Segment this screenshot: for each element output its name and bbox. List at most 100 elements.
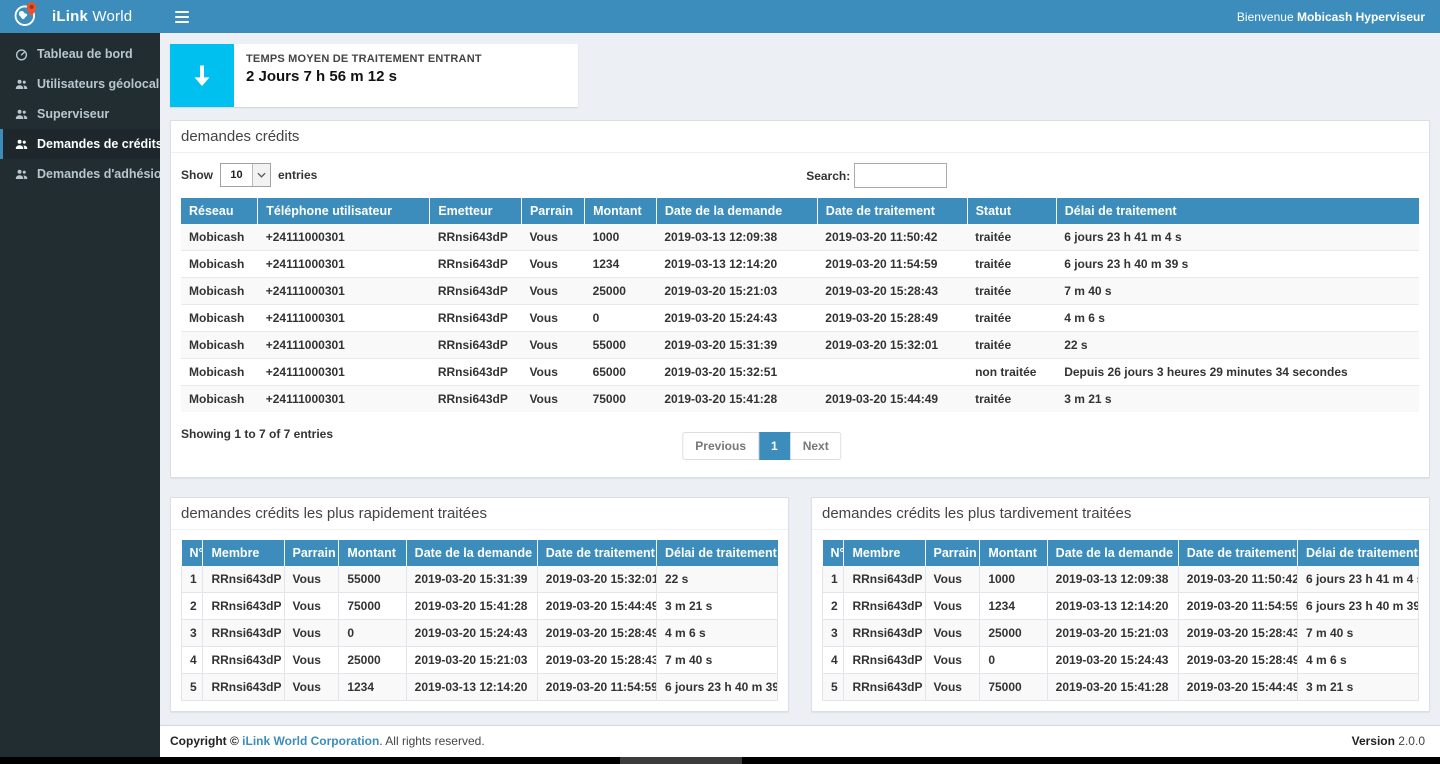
table-cell: RRnsi643dP	[844, 566, 925, 593]
table-cell: 22 s	[656, 566, 777, 593]
table-cell: Vous	[521, 332, 584, 359]
table-cell: 2019-03-20 11:54:59	[1178, 593, 1297, 620]
table-cell: 4	[823, 647, 844, 674]
column-header[interactable]: Parrain	[521, 198, 584, 224]
table-cell: 4	[182, 647, 203, 674]
table-cell: 0	[339, 620, 406, 647]
table-cell: +24111000301	[258, 359, 430, 386]
table-cell: 3 m 21 s	[1297, 674, 1418, 701]
table-cell: 0	[585, 305, 657, 332]
column-header[interactable]: Date de la demande	[1047, 540, 1178, 566]
page-1-button[interactable]: 1	[759, 432, 791, 460]
column-header[interactable]: Délai de traitement	[1056, 198, 1419, 224]
column-header[interactable]: Réseau	[181, 198, 258, 224]
table-cell: 1	[182, 566, 203, 593]
table-cell: +24111000301	[258, 251, 430, 278]
column-header[interactable]: Date de traitement	[537, 540, 656, 566]
column-header[interactable]: Montant	[585, 198, 657, 224]
table-cell: 3 m 21 s	[1056, 386, 1419, 413]
table-cell: Vous	[521, 251, 584, 278]
table-cell: 6 jours 23 h 40 m 39 s	[1297, 593, 1418, 620]
column-header[interactable]: N°	[182, 540, 203, 566]
slowest-processed-panel: demandes crédits les plus tardivement tr…	[811, 497, 1430, 712]
column-header[interactable]: Parrain	[925, 540, 980, 566]
panel-title: demandes crédits les plus rapidement tra…	[171, 498, 788, 530]
column-header[interactable]: Statut	[967, 198, 1056, 224]
table-cell: 4 m 6 s	[656, 620, 777, 647]
column-header[interactable]: Date de la demande	[406, 540, 537, 566]
previous-page-button[interactable]: Previous	[682, 432, 759, 460]
navbar: Bienvenue Mobicash Hyperviseur	[160, 0, 1440, 33]
column-header[interactable]: Membre	[844, 540, 925, 566]
pagination: Previous 1 Next	[682, 432, 841, 460]
table-cell: Vous	[284, 593, 339, 620]
search-input[interactable]	[854, 163, 947, 188]
column-header[interactable]: Téléphone utilisateur	[258, 198, 430, 224]
table-cell: 2019-03-20 11:54:59	[537, 674, 656, 701]
table-cell: Vous	[521, 224, 584, 251]
column-header[interactable]: Délai de traitement	[1297, 540, 1418, 566]
column-header[interactable]: Membre	[203, 540, 284, 566]
welcome-text[interactable]: Bienvenue Mobicash Hyperviseur	[1237, 10, 1425, 24]
table-row: 1RRnsi643dPVous550002019-03-20 15:31:392…	[182, 566, 778, 593]
sidebar-item-utilisateurs-geolocalises[interactable]: Utilisateurs géolocalisés	[0, 69, 160, 99]
table-cell: traitée	[967, 224, 1056, 251]
sidebar-item-demandes-de-credits[interactable]: Demandes de crédits	[0, 129, 160, 159]
show-label: Show	[181, 168, 213, 182]
table-cell: 1234	[585, 251, 657, 278]
table-cell: Vous	[284, 566, 339, 593]
column-header[interactable]: Montant	[339, 540, 406, 566]
column-header[interactable]: Emetteur	[430, 198, 522, 224]
sidebar-item-superviseur[interactable]: Superviseur	[0, 99, 160, 129]
table-cell: 2019-03-20 15:32:51	[656, 359, 817, 386]
table-cell: RRnsi643dP	[203, 674, 284, 701]
app-window: iLink World Bienvenue Mobicash Hypervise…	[0, 0, 1440, 764]
table-cell: 2019-03-20 15:28:43	[537, 647, 656, 674]
column-header[interactable]: N°	[823, 540, 844, 566]
table-cell: RRnsi643dP	[430, 386, 522, 413]
brand-logo[interactable]: iLink World	[0, 0, 160, 33]
column-header[interactable]: Parrain	[284, 540, 339, 566]
column-header[interactable]: Date de traitement	[817, 198, 967, 224]
table-cell: 75000	[339, 593, 406, 620]
menu-icon[interactable]	[170, 0, 194, 33]
table-cell: 2019-03-13 12:14:20	[406, 674, 537, 701]
table-cell: RRnsi643dP	[430, 224, 522, 251]
scrollbar-thumb[interactable]	[620, 757, 742, 764]
column-header[interactable]: Montant	[980, 540, 1047, 566]
sidebar-item-demandes-d-adhesion[interactable]: Demandes d'adhésion	[0, 159, 160, 189]
table-cell: 2019-03-20 15:24:43	[406, 620, 537, 647]
chevron-down-icon	[252, 164, 270, 186]
table-cell: Vous	[925, 647, 980, 674]
table-cell: RRnsi643dP	[203, 620, 284, 647]
table-cell: 55000	[585, 332, 657, 359]
users-icon	[14, 168, 28, 181]
column-header[interactable]: Date de la demande	[656, 198, 817, 224]
page-footer: Copyright © iLink World Corporation. All…	[160, 725, 1440, 757]
table-cell: 2019-03-13 12:14:20	[1047, 593, 1178, 620]
infobox-value: 2 Jours 7 h 56 m 12 s	[246, 68, 482, 85]
table-cell: 2019-03-20 15:44:49	[537, 593, 656, 620]
sidebar-item-tableau-de-bord[interactable]: Tableau de bord	[0, 39, 160, 69]
table-cell: traitée	[967, 278, 1056, 305]
next-page-button[interactable]: Next	[791, 432, 842, 460]
table-cell: 22 s	[1056, 332, 1419, 359]
table-cell: Mobicash	[181, 359, 258, 386]
company-link[interactable]: iLink World Corporation	[242, 734, 379, 748]
table-cell: +24111000301	[258, 224, 430, 251]
table-cell: 65000	[585, 359, 657, 386]
column-header[interactable]: Date de traitement	[1178, 540, 1297, 566]
page-size-select[interactable]: 10	[220, 163, 271, 187]
table-cell: Mobicash	[181, 224, 258, 251]
table-cell: 2019-03-20 15:21:03	[656, 278, 817, 305]
table-cell: 2019-03-20 15:28:49	[817, 305, 967, 332]
table-row: Mobicash+24111000301RRnsi643dPVous123420…	[181, 251, 1419, 278]
table-cell: Vous	[925, 620, 980, 647]
table-cell: Mobicash	[181, 332, 258, 359]
table-row: 3RRnsi643dPVous250002019-03-20 15:21:032…	[823, 620, 1419, 647]
table-cell: 4 m 6 s	[1297, 647, 1418, 674]
table-cell: RRnsi643dP	[844, 674, 925, 701]
table-cell: 2019-03-20 15:44:49	[817, 386, 967, 413]
column-header[interactable]: Délai de traitement	[656, 540, 777, 566]
table-cell: RRnsi643dP	[430, 278, 522, 305]
